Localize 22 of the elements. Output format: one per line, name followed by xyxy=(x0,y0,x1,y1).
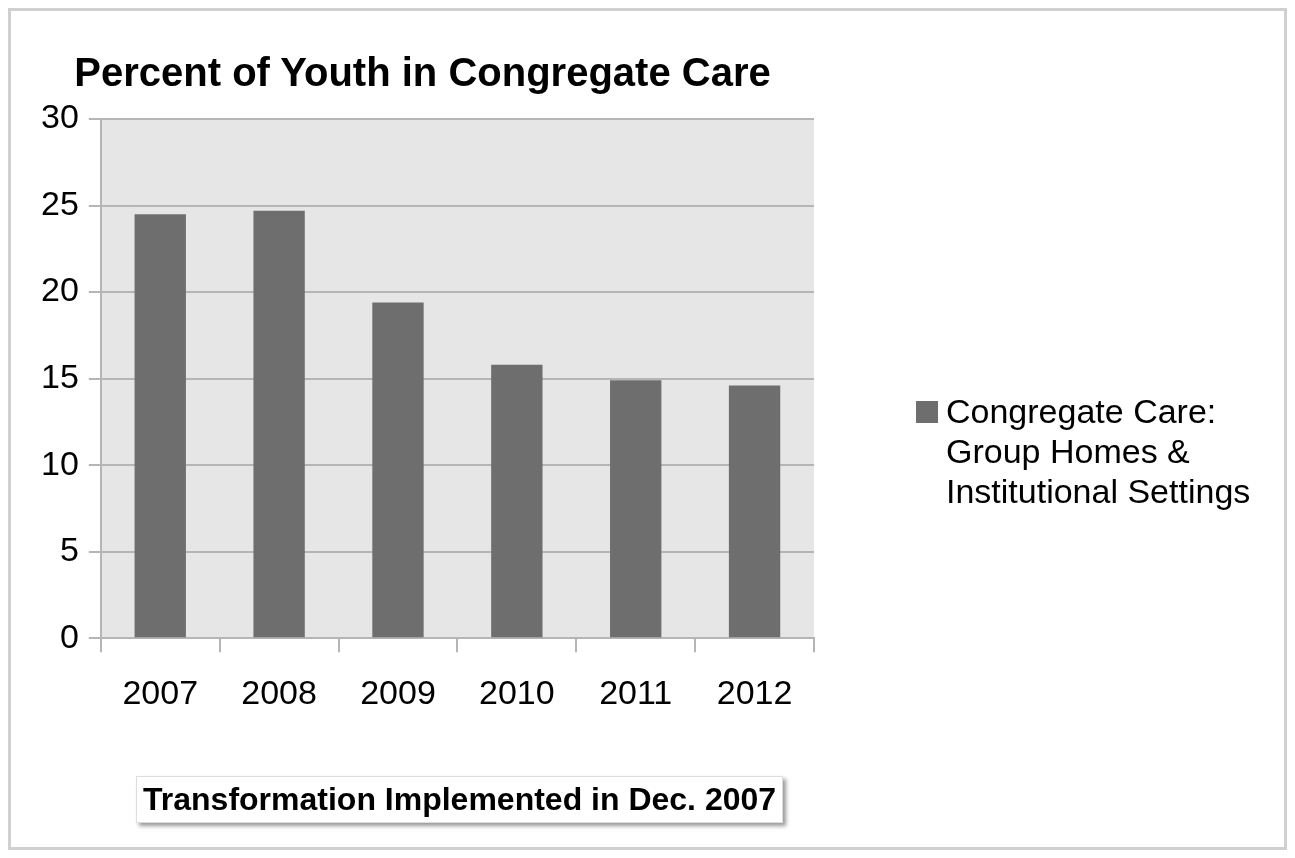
x-tick-label: 2010 xyxy=(479,672,555,711)
y-tick-label: 30 xyxy=(40,97,79,136)
bar xyxy=(728,385,781,638)
x-tick-label: 2008 xyxy=(241,672,317,711)
y-tick-label: 25 xyxy=(40,183,79,222)
y-tick-label: 15 xyxy=(40,356,79,395)
x-tick-label: 2007 xyxy=(122,672,199,711)
y-tick-label: 0 xyxy=(59,616,79,655)
bar xyxy=(372,302,424,638)
bar xyxy=(134,214,186,638)
x-axis-title: Transformation Implemented in Dec. 2007 xyxy=(136,776,784,823)
x-tick-label: 2011 xyxy=(599,672,673,711)
y-tick-label: 10 xyxy=(40,443,79,482)
legend-label: Congregate Care: Group Homes & Institutional Settings xyxy=(946,391,1252,511)
bar xyxy=(253,210,305,638)
y-tick-label: 20 xyxy=(40,270,79,309)
x-tick-label: 2012 xyxy=(716,672,793,711)
bar xyxy=(610,380,662,638)
x-tick-label: 2009 xyxy=(360,672,436,711)
bar xyxy=(491,364,543,638)
y-tick-label: 5 xyxy=(59,530,79,569)
chart-title: Percent of Youth in Congregate Care xyxy=(74,50,771,95)
